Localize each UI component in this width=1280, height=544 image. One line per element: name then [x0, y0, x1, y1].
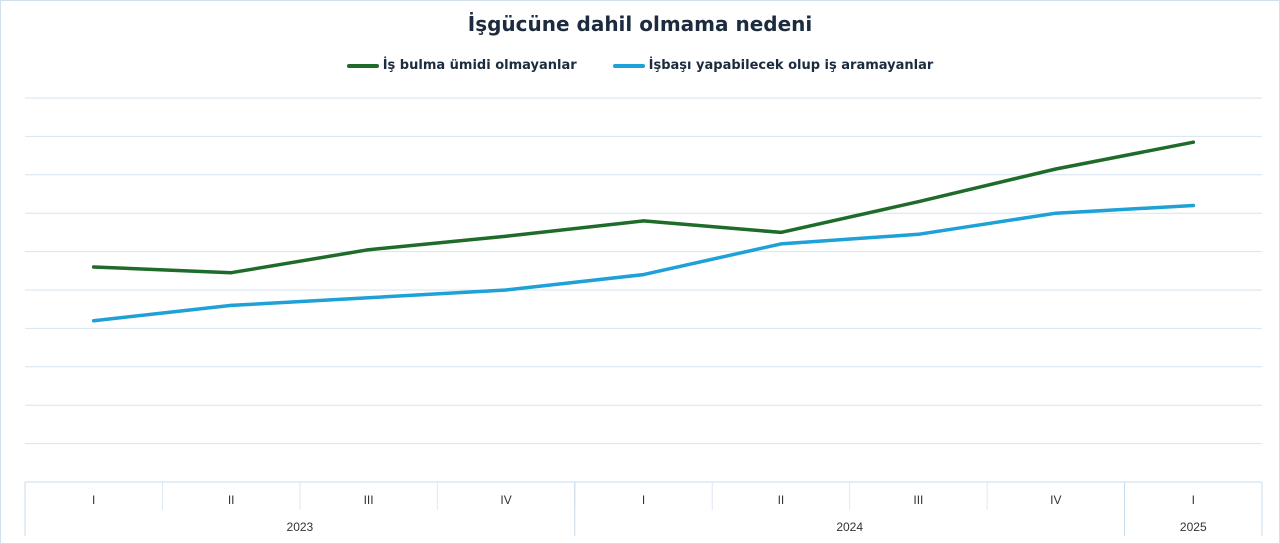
- data-point-series-1: [504, 234, 508, 238]
- x-tick-label: II: [778, 493, 785, 507]
- data-point-series-1: [229, 271, 233, 275]
- data-point-series-2: [779, 242, 783, 246]
- legend-label-series-2: İşbaşı yapabilecek olup iş aramayanlar: [648, 58, 934, 73]
- x-group-label: 2025: [1180, 520, 1207, 534]
- legend-swatch-series-1: [346, 63, 379, 68]
- data-point-series-1: [916, 200, 920, 204]
- series-line-2: [91, 203, 1196, 323]
- data-point-series-2: [641, 273, 646, 277]
- data-point-series-2: [1191, 203, 1195, 208]
- data-point-series-1: [92, 265, 96, 269]
- legend-swatch-series-2: [612, 63, 645, 68]
- x-group-label: 2024: [836, 520, 863, 534]
- x-group-label: 2023: [287, 520, 314, 534]
- data-point-series-2: [1054, 211, 1058, 215]
- series-line-1: [91, 140, 1196, 275]
- x-tick-label: IV: [1050, 493, 1061, 507]
- x-tick-label: IV: [500, 493, 511, 507]
- data-point-series-2: [367, 296, 371, 300]
- data-point-series-1: [1054, 167, 1058, 171]
- data-point-series-1: [779, 230, 783, 234]
- x-tick-label: II: [228, 493, 235, 507]
- legend-label-series-1: İş bulma ümidi olmayanlar: [382, 58, 577, 73]
- chart-legend: İş bulma ümidi olmayanlar İşbaşı yapabil…: [0, 58, 1280, 73]
- data-point-series-2: [92, 319, 96, 323]
- x-tick-label: I: [1192, 493, 1195, 507]
- x-tick-label: I: [642, 493, 645, 507]
- legend-item-series-2: İşbaşı yapabilecek olup iş aramayanlar: [612, 58, 934, 73]
- chart-title: İşgücüne dahil olmama nedeni: [467, 12, 813, 36]
- data-point-series-1: [641, 219, 646, 223]
- x-tick-label: I: [92, 493, 95, 507]
- data-point-series-2: [916, 232, 920, 236]
- data-point-series-1: [367, 248, 371, 252]
- data-point-series-2: [229, 303, 233, 307]
- data-point-series-2: [504, 288, 508, 292]
- legend-item-series-1: İş bulma ümidi olmayanlar: [346, 58, 577, 73]
- x-tick-label: III: [913, 493, 923, 507]
- x-tick-label: III: [364, 493, 374, 507]
- data-point-series-1: [1191, 140, 1195, 144]
